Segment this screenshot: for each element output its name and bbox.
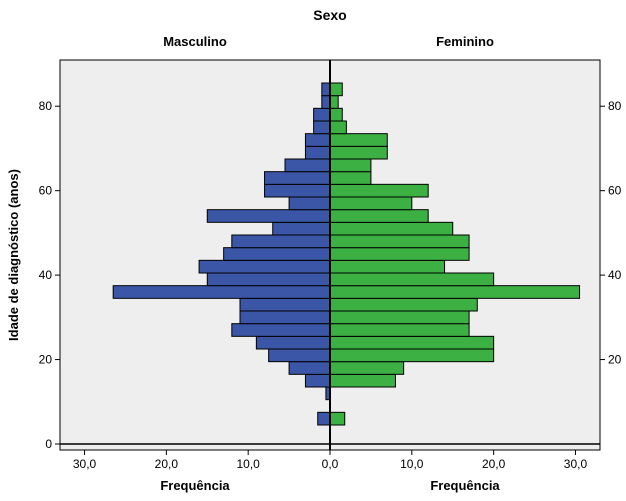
bar-right xyxy=(330,210,428,223)
bar-right xyxy=(330,349,494,362)
bar-left xyxy=(256,336,330,349)
bar-right xyxy=(330,159,371,172)
bar-left xyxy=(199,260,330,273)
x-tick-label: 30,0 xyxy=(73,457,97,471)
x-tick-label: 20,0 xyxy=(155,457,179,471)
y-tick-label-right: 40 xyxy=(608,268,622,282)
bar-left xyxy=(207,273,330,286)
bar-right xyxy=(330,172,371,185)
y-tick-label-left: 20 xyxy=(39,353,53,367)
pyramid-chart: 0,0 10,0 20,0 30,0 10,0 20,0 30,0 0 20 40 60 80 20 40… xyxy=(0,0,626,501)
bar-left xyxy=(224,248,330,261)
bar-right xyxy=(330,235,469,248)
bar-right xyxy=(330,311,469,324)
bar-left xyxy=(113,286,330,299)
bar-left xyxy=(314,108,330,121)
bar-right xyxy=(330,121,346,134)
bar-right xyxy=(330,374,395,387)
bar-left xyxy=(289,362,330,375)
y-tick-label-left: 0 xyxy=(45,437,52,451)
bar-right xyxy=(330,286,580,299)
bar-left xyxy=(265,172,330,185)
x-tick-label: 10,0 xyxy=(237,457,261,471)
bar-right xyxy=(330,324,469,337)
bar-left xyxy=(207,210,330,223)
bar-left xyxy=(305,146,330,159)
x-tick-label: 20,0 xyxy=(482,457,506,471)
left-panel-label: Masculino xyxy=(163,34,227,49)
bar-right xyxy=(330,412,345,425)
bar-left xyxy=(273,222,330,235)
bar-left xyxy=(305,374,330,387)
y-tick-label-right: 60 xyxy=(608,184,622,198)
bar-left xyxy=(265,184,330,197)
x-axis-label-left: Frequência xyxy=(160,478,230,493)
bar-left xyxy=(240,298,330,311)
x-tick-label: 10,0 xyxy=(400,457,424,471)
y-tick-label-right: 20 xyxy=(608,353,622,367)
x-tick-label: 0,0 xyxy=(322,457,339,471)
right-panel-label: Feminino xyxy=(436,34,494,49)
bar-left xyxy=(322,83,330,96)
bar-right xyxy=(330,260,445,273)
bar-left xyxy=(322,96,330,109)
y-tick-label-left: 80 xyxy=(39,99,53,113)
bar-left xyxy=(305,134,330,147)
y-axis-label: Idade de diagnóstico (anos) xyxy=(6,169,21,341)
y-tick-label-right: 80 xyxy=(608,99,622,113)
bar-right xyxy=(330,298,477,311)
x-axis-label-right: Frequência xyxy=(430,478,500,493)
bar-left xyxy=(269,349,330,362)
bar-left xyxy=(285,159,330,172)
bar-left xyxy=(232,235,330,248)
bar-left xyxy=(314,121,330,134)
bar-left xyxy=(240,311,330,324)
y-tick-label-left: 60 xyxy=(39,184,53,198)
bar-right xyxy=(330,336,494,349)
bar-right xyxy=(330,184,428,197)
bar-right xyxy=(330,96,338,109)
y-tick-label-left: 40 xyxy=(39,268,53,282)
bar-left xyxy=(318,412,330,425)
bar-right xyxy=(330,108,342,121)
bar-left xyxy=(232,324,330,337)
bar-right xyxy=(330,222,453,235)
bar-right xyxy=(330,197,412,210)
bar-right xyxy=(330,83,342,96)
bar-right xyxy=(330,273,494,286)
bar-right xyxy=(330,248,469,261)
bar-left xyxy=(289,197,330,210)
bar-right xyxy=(330,362,404,375)
bar-right xyxy=(330,134,387,147)
chart-title: Sexo xyxy=(313,7,346,23)
x-tick-label: 30,0 xyxy=(564,457,588,471)
bar-right xyxy=(330,146,387,159)
